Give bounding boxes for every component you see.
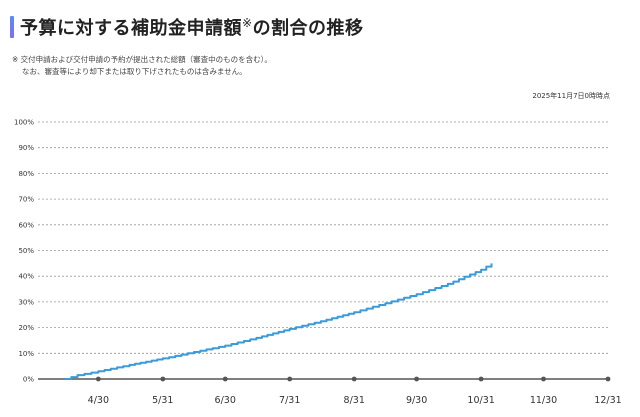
x-tick-label: 5/31	[152, 395, 173, 406]
x-tick-marker	[95, 376, 101, 382]
y-tick-label: 10%	[18, 350, 34, 358]
x-tick-marker	[414, 376, 420, 382]
page-title: 予算に対する補助金申請額※の割合の推移	[20, 14, 364, 40]
title-footnote-mark: ※	[242, 16, 253, 30]
x-tick-marker	[160, 376, 166, 382]
footnote-line-2: なお、審査等により却下または取り下げされたものは含みません。	[22, 67, 247, 76]
y-tick-label: 20%	[18, 324, 34, 332]
x-tick-marker	[222, 376, 228, 382]
as-of-timestamp: 2025年11月7日0時時点	[532, 92, 610, 100]
y-tick-label: 90%	[18, 144, 34, 152]
x-tick-label: 12/31	[594, 395, 621, 406]
x-tick-label: 11/30	[530, 395, 557, 406]
y-tick-label: 0%	[23, 376, 34, 384]
x-tick-marker	[541, 376, 546, 382]
x-tick-marker	[478, 376, 484, 382]
y-tick-label: 80%	[18, 170, 34, 178]
y-tick-label: 100%	[14, 119, 34, 127]
x-tick-marker	[287, 376, 293, 382]
x-tick-label: 8/31	[344, 395, 365, 406]
x-tick-marker	[351, 376, 357, 382]
footnote-line-1: ※ 交付申請および交付申請の予約が提出された総額（審査中のものを含む）。	[12, 55, 272, 64]
y-tick-label: 70%	[18, 196, 34, 204]
x-tick-label: 7/31	[279, 395, 300, 406]
x-axis: 4/30 5/31 6/30 7/31 8/31 9/30 10/31 11/30 12/31	[38, 376, 622, 406]
y-tick-label: 50%	[18, 247, 34, 255]
title-main: 予算に対する補助金申請額	[20, 18, 242, 39]
y-tick-label: 60%	[18, 221, 34, 229]
series-line	[65, 263, 493, 380]
x-tick-label: 9/30	[406, 395, 427, 406]
x-tick-label: 4/30	[88, 395, 109, 406]
y-tick-label: 40%	[18, 273, 34, 281]
x-tick-marker	[605, 376, 611, 382]
x-tick-label: 10/31	[467, 395, 494, 406]
title-accent-bar	[10, 16, 14, 38]
series-layer	[65, 263, 493, 380]
footnote: ※ 交付申請および交付申請の予約が提出された総額（審査中のものを含む）。 なお、…	[12, 54, 272, 78]
y-axis: 0% 10% 20% 30% 40% 50% 60% 70% 80% 90% 100%	[14, 119, 34, 384]
y-tick-label: 30%	[18, 298, 34, 306]
title-tail: の割合の推移	[252, 18, 364, 39]
grid-lines	[38, 121, 608, 354]
x-tick-label: 6/30	[215, 395, 236, 406]
